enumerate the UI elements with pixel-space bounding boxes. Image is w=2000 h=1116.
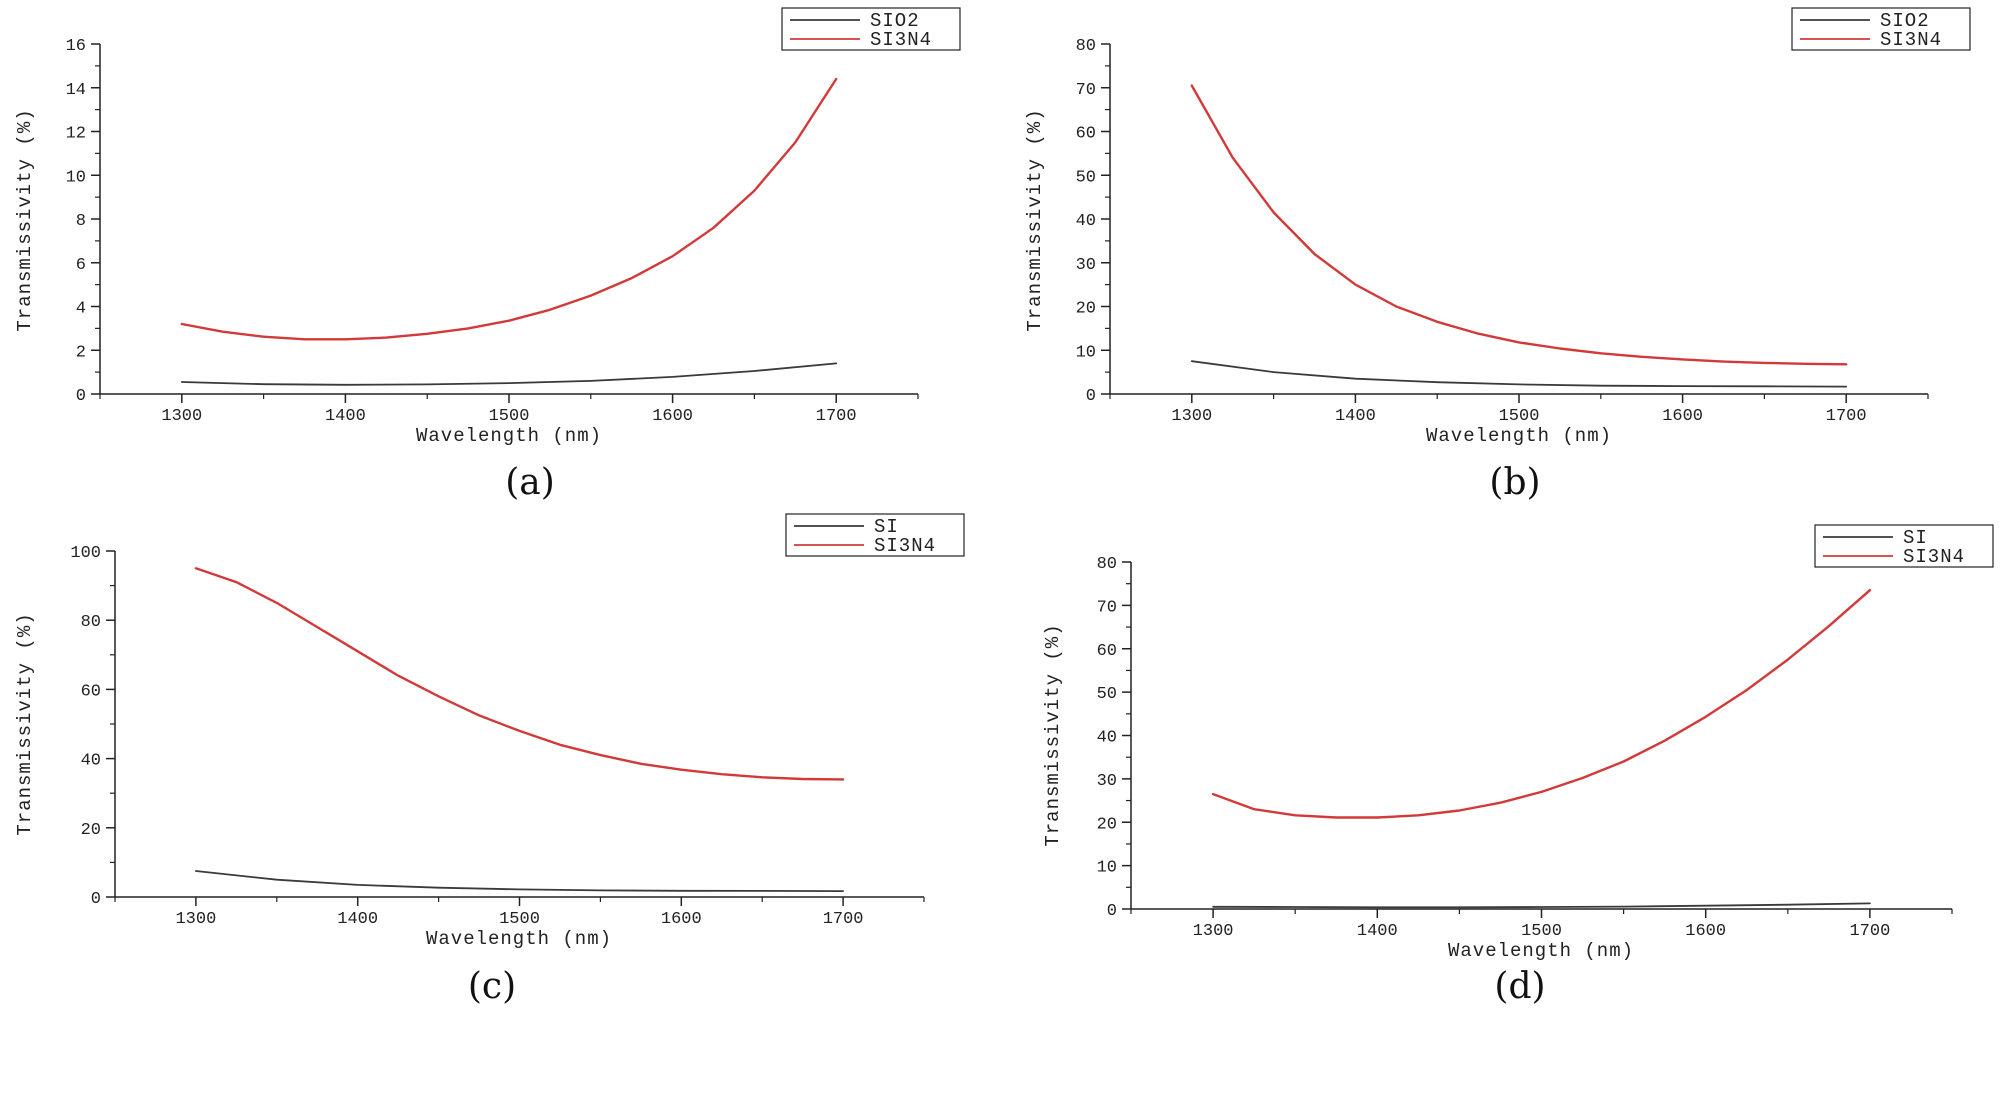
y-tick-label: 0 — [1107, 902, 1117, 921]
y-tick-label: 70 — [1097, 598, 1117, 617]
y-tick-label: 16 — [66, 37, 86, 56]
y-tick-label: 40 — [81, 752, 101, 771]
chart-panel-1: 0 2 4 6 8 10 12 14 16 1300 1400 1500 1600 1700 Wavelen… — [14, 7, 961, 503]
x-tick-label: 1600 — [1662, 407, 1703, 426]
series-line-si3n4 — [194, 567, 845, 781]
x-tick-label: 1500 — [499, 910, 540, 929]
series-line-sio2 — [180, 362, 838, 386]
panel-label: (a) — [505, 462, 555, 503]
x-tick-label: 1500 — [1499, 407, 1540, 426]
x-axis-title: Wavelength (nm) — [416, 425, 602, 447]
y-tick-label: 100 — [70, 544, 101, 563]
y-tick-label: 30 — [1076, 256, 1096, 275]
x-axis-title: Wavelength (nm) — [426, 928, 612, 950]
legend-box — [1791, 7, 1971, 51]
x-tick-label: 1300 — [175, 910, 216, 929]
x-tick-label: 1500 — [489, 407, 530, 426]
y-axis-title: Transmissivity (%) — [1024, 108, 1046, 331]
x-tick-label: 1700 — [816, 407, 857, 426]
x-tick-label: 1700 — [1826, 407, 1867, 426]
y-tick-label: 20 — [1076, 300, 1096, 319]
y-tick-label: 60 — [1076, 125, 1096, 144]
y-tick-label: 30 — [1097, 772, 1117, 791]
legend-label-si3n4: SI3N4 — [874, 535, 936, 557]
legend-label-sio2: SIO2 — [1880, 10, 1930, 32]
y-tick-label: 50 — [1097, 685, 1117, 704]
y-tick-label: 70 — [1076, 81, 1096, 100]
y-tick-label: 10 — [1076, 343, 1096, 362]
y-tick-label: 10 — [66, 168, 86, 187]
series-line-si3n4 — [1190, 84, 1848, 366]
series-line-sio2 — [1190, 360, 1848, 388]
y-tick-label: 60 — [1097, 642, 1117, 661]
panel-label: (b) — [1489, 462, 1540, 503]
chart-panel-2: 0 10 20 30 40 50 60 70 80 1300 1400 1500 1600 1700 Wav… — [1024, 7, 1971, 503]
y-tick-label: 40 — [1076, 212, 1096, 231]
chart-panel-3: 0 20 40 60 80 100 1300 1400 1500 1600 1700 Waveleng… — [14, 513, 965, 1007]
x-tick-label: 1500 — [1521, 922, 1562, 941]
x-tick-label: 1400 — [1357, 922, 1398, 941]
y-tick-label: 80 — [1097, 555, 1117, 574]
x-tick-label: 1400 — [1335, 407, 1376, 426]
panel-label: (c) — [468, 966, 516, 1007]
y-tick-label: 0 — [76, 387, 86, 406]
y-tick-label: 40 — [1097, 729, 1117, 748]
y-axis-title: Transmissivity (%) — [1042, 623, 1064, 846]
x-tick-label: 1700 — [823, 910, 864, 929]
y-tick-label: 12 — [66, 125, 86, 144]
y-axis-title: Transmissivity (%) — [14, 108, 36, 331]
y-tick-label: 60 — [81, 682, 101, 701]
legend-label-si3n4: SI3N4 — [1903, 546, 1965, 568]
series-line-si3n4 — [180, 77, 838, 341]
series-line-si — [194, 870, 844, 892]
chart-panel-4: 0 10 20 30 40 50 60 70 80 1300 1400 1500 1600 1700 Wav… — [1042, 524, 1994, 1007]
x-tick-label: 1600 — [1685, 922, 1726, 941]
legend-label-si3n4: SI3N4 — [870, 29, 932, 51]
y-axis-title: Transmissivity (%) — [14, 612, 36, 835]
y-tick-label: 80 — [81, 613, 101, 632]
y-tick-label: 80 — [1076, 37, 1096, 56]
y-tick-label: 4 — [76, 300, 86, 319]
y-tick-label: 2 — [76, 343, 86, 362]
x-tick-label: 1400 — [337, 910, 378, 929]
legend-box — [785, 513, 965, 557]
legend-label-si: SI — [874, 516, 899, 538]
legend-label-si: SI — [1903, 527, 1928, 549]
legend-label-si3n4: SI3N4 — [1880, 29, 1942, 51]
x-tick-label: 1600 — [661, 910, 702, 929]
y-tick-label: 6 — [76, 256, 86, 275]
panel-label: (d) — [1494, 966, 1545, 1007]
y-tick-label: 0 — [1086, 387, 1096, 406]
x-tick-label: 1300 — [1171, 407, 1212, 426]
x-tick-label: 1400 — [325, 407, 366, 426]
series-line-si — [1212, 902, 1871, 909]
legend-label-sio2: SIO2 — [870, 10, 920, 32]
x-tick-label: 1600 — [652, 407, 693, 426]
y-tick-label: 20 — [81, 821, 101, 840]
y-tick-label: 50 — [1076, 168, 1096, 187]
legend-box — [1814, 524, 1994, 568]
y-tick-label: 20 — [1097, 815, 1117, 834]
y-tick-label: 14 — [66, 81, 86, 100]
x-axis-title: Wavelength (nm) — [1448, 940, 1634, 962]
series-line-si3n4 — [1211, 589, 1872, 819]
y-tick-label: 0 — [91, 890, 101, 909]
legend-box — [781, 7, 961, 51]
y-tick-label: 10 — [1097, 859, 1117, 878]
x-tick-label: 1300 — [161, 407, 202, 426]
y-tick-label: 8 — [76, 212, 86, 231]
x-tick-label: 1700 — [1849, 922, 1890, 941]
x-tick-label: 1300 — [1193, 922, 1234, 941]
x-axis-title: Wavelength (nm) — [1426, 425, 1612, 447]
